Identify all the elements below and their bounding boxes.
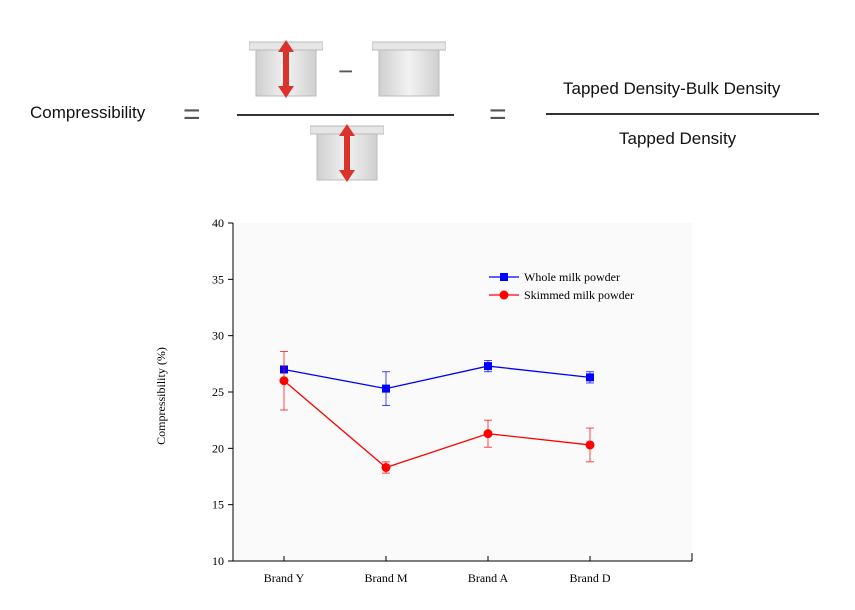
y-tick-label: 35	[212, 272, 224, 286]
y-tick-label: 15	[212, 498, 224, 512]
formula-lhs: Compressibility	[30, 103, 146, 122]
tapped-cup-icon-denominator	[310, 124, 384, 182]
plot-area	[233, 223, 692, 561]
data-point	[381, 462, 391, 472]
data-point	[382, 384, 390, 393]
fraction-bar-right	[546, 113, 819, 115]
series-line-whole	[283, 365, 591, 390]
data-point	[279, 376, 289, 386]
y-tick-label: 20	[212, 441, 224, 455]
legend-label: Whole milk powder	[524, 270, 620, 284]
equals-sign-2: =	[489, 98, 507, 131]
legend-marker	[500, 273, 508, 281]
data-point	[585, 440, 595, 450]
data-point	[586, 373, 594, 382]
y-tick-label: 25	[212, 385, 224, 399]
formula-denominator: Tapped Density	[619, 129, 737, 148]
data-point	[483, 429, 493, 439]
y-tick-label: 10	[212, 554, 224, 568]
y-tick-label: 30	[212, 329, 224, 343]
legend-label: Skimmed milk powder	[524, 288, 634, 302]
legend-marker	[499, 290, 509, 300]
equals-sign-1: =	[183, 98, 201, 131]
y-axis-label: Compressibility (%)	[154, 347, 168, 445]
x-tick-label: Brand M	[365, 571, 408, 585]
x-tick-label: Brand D	[570, 571, 611, 585]
formula-numerator: Tapped Density-Bulk Density	[563, 79, 781, 98]
data-point	[484, 362, 492, 371]
bulk-cup-icon	[372, 41, 446, 97]
tapped-cup-icon	[249, 40, 323, 98]
series-line-skimmed	[283, 380, 591, 469]
y-tick-label: 40	[212, 216, 224, 230]
x-tick-label: Brand Y	[264, 571, 305, 585]
fraction-bar-left	[237, 114, 454, 116]
minus-sign: −	[338, 56, 354, 86]
x-tick-label: Brand A	[468, 571, 509, 585]
